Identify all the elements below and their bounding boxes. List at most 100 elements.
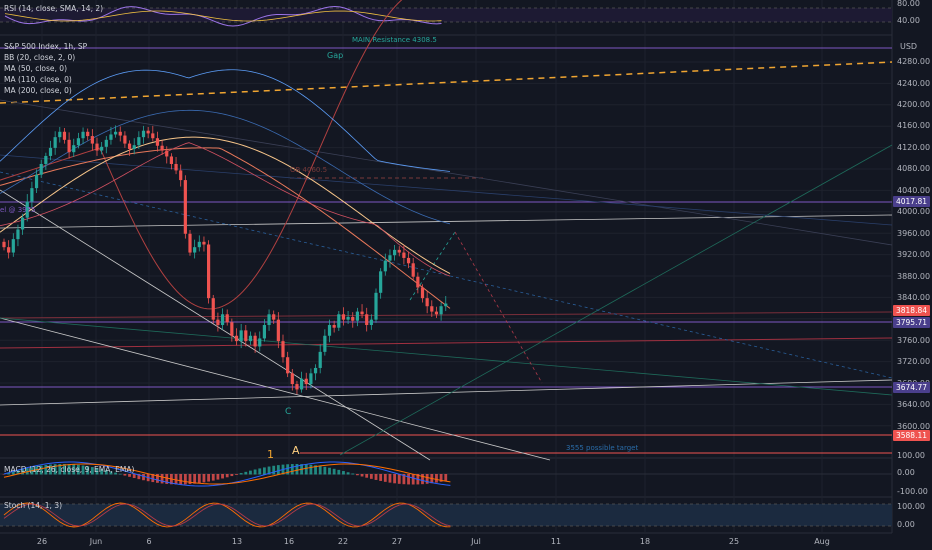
price-tick: 3920.00 <box>897 250 931 259</box>
candle-body <box>76 138 80 146</box>
date-tick: 18 <box>639 537 651 546</box>
candle-body <box>207 244 211 299</box>
macd-histogram-bar <box>230 474 234 477</box>
date-tick: Aug <box>814 537 830 546</box>
candle-body <box>416 276 420 288</box>
macd-histogram-bar <box>379 474 383 481</box>
candle-body <box>351 316 355 321</box>
macd-histogram-bar <box>104 470 108 475</box>
candle-body <box>272 314 276 320</box>
currency-label: USD <box>900 42 918 51</box>
bb-upper-line <box>0 69 451 172</box>
white-trend-line <box>0 379 893 406</box>
macd-histogram-bar <box>444 474 448 481</box>
macd-histogram-bar <box>407 474 410 485</box>
price-badge-level: 4017.81 <box>893 196 930 207</box>
price-tick: 4200.00 <box>897 100 931 109</box>
macd-histogram-bar <box>393 474 396 484</box>
macd-histogram-bar <box>211 474 215 481</box>
price-badge-level: 3588.11 <box>893 430 930 441</box>
date-tick: 6 <box>146 537 152 546</box>
price-tick: 4000.00 <box>897 207 931 216</box>
candle-body <box>239 330 243 342</box>
macd-histogram-bar <box>439 474 443 482</box>
macd-histogram-bar <box>295 464 299 475</box>
candle-body <box>30 188 34 202</box>
candle-body <box>258 338 262 347</box>
stoch-label: Stoch (14, 1, 3) <box>4 501 63 510</box>
candle-body <box>244 330 248 342</box>
candle-body <box>146 130 150 134</box>
macd-histogram-bar <box>411 474 415 485</box>
candle-body <box>267 314 271 326</box>
macd-histogram-bar <box>188 474 192 485</box>
candle-body <box>332 325 336 328</box>
candle-body <box>430 306 434 312</box>
candle-body <box>118 131 122 136</box>
price-tick: 3600.00 <box>897 422 931 431</box>
candle-body <box>202 241 206 245</box>
macd-histogram-bar <box>174 474 178 485</box>
candle-body <box>16 229 20 240</box>
candle-body <box>109 134 113 140</box>
candle-body <box>216 319 220 326</box>
wave-a-label: A <box>292 444 300 457</box>
gray-trend-line <box>0 99 893 246</box>
candle-body <box>62 131 67 140</box>
ma110-line <box>0 147 451 309</box>
candle-body <box>402 252 406 258</box>
date-tick: Jun <box>89 537 103 546</box>
candle-body <box>160 145 164 151</box>
macd-tick: 100.00 <box>897 451 925 460</box>
macd-histogram-bar <box>263 467 266 475</box>
candle-body <box>155 138 160 146</box>
candle-body <box>313 367 318 374</box>
candle-body <box>397 249 401 253</box>
candle-body <box>425 298 429 307</box>
macd-histogram-bar <box>202 474 206 483</box>
candle-body <box>165 150 169 157</box>
candle-body <box>151 133 155 139</box>
candle-body <box>179 170 183 181</box>
candle-body <box>132 145 136 149</box>
price-badge-level: 3674.77 <box>893 382 930 393</box>
macd-histogram-bar <box>109 471 113 475</box>
macd-histogram-bar <box>49 464 52 475</box>
macd-histogram-bar <box>21 469 24 475</box>
candle-body <box>44 155 48 164</box>
macd-histogram-bar <box>332 468 336 475</box>
price-tick: 3960.00 <box>897 229 931 238</box>
candle-body <box>406 257 411 264</box>
candle-body <box>276 319 280 342</box>
price-tick: 4040.00 <box>897 186 931 195</box>
candle-body <box>25 201 29 218</box>
candle-body <box>86 131 90 137</box>
macd-histogram-bar <box>276 465 280 475</box>
macd-histogram-bar <box>425 474 429 484</box>
macd-histogram-bar <box>337 469 341 475</box>
price-tick: 3840.00 <box>897 293 931 302</box>
candle-body <box>248 335 253 342</box>
macd-histogram-bar <box>2 474 6 475</box>
macd-histogram-bar <box>216 474 220 480</box>
candle-body <box>169 156 173 164</box>
candle-body <box>72 145 76 153</box>
candle-body <box>309 373 313 385</box>
rsi-ma-line <box>4 10 442 22</box>
candle-body <box>346 316 350 320</box>
candle-body <box>48 147 53 156</box>
date-tick: 13 <box>231 537 243 546</box>
macd-histogram-bar <box>360 474 364 477</box>
macd-histogram-bar <box>35 466 38 475</box>
candle-body <box>304 378 308 385</box>
macd-histogram-bar <box>388 474 392 483</box>
macd-histogram-bar <box>225 474 229 478</box>
macd-histogram-bar <box>421 474 424 485</box>
stoch-tick: 100.00 <box>897 502 925 511</box>
candle-body <box>253 335 257 347</box>
candle-body <box>114 131 118 135</box>
macd-histogram-bar <box>95 468 99 475</box>
macd-histogram-bar <box>253 469 257 475</box>
